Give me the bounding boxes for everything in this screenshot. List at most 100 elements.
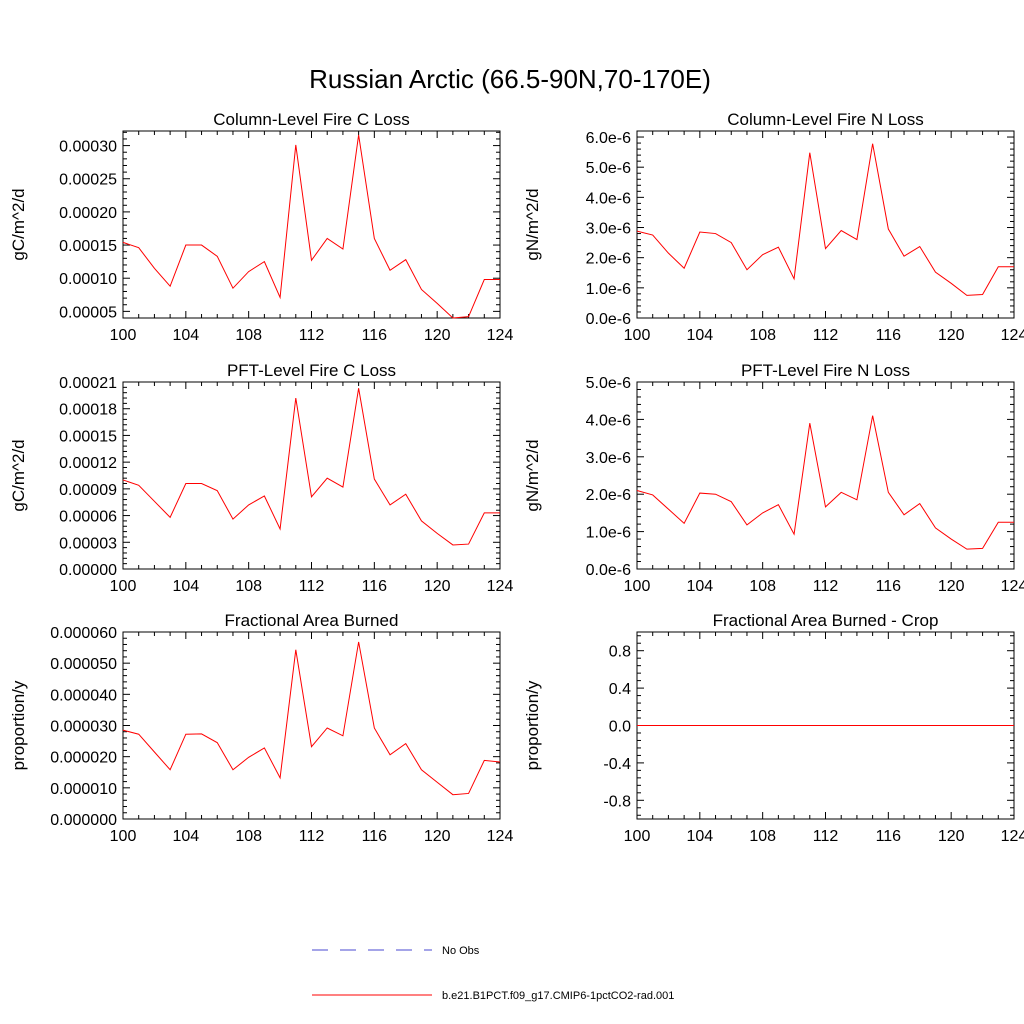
x-tick-label: 104 [172,828,199,845]
y-tick-label: 0.00010 [59,271,117,288]
y-tick-label: 0.000060 [50,625,117,642]
x-tick-label: 124 [1001,578,1024,595]
x-tick-label: 100 [624,327,651,344]
y-axis-label: gN/m^2/d [523,439,542,511]
chart-panel-6: Fractional Area Burned - Crop proportion/… [523,611,1024,845]
x-tick-label: 120 [424,327,451,344]
y-tick-label: 6.0e-6 [586,130,631,147]
panel-title: PFT-Level Fire C Loss [227,361,396,380]
legend: No Obs b.e21.B1PCT.f09_g17.CMIP6-1pctCO2… [312,945,674,1002]
panel-title: Fractional Area Burned [225,611,399,630]
panel-title: Column-Level Fire N Loss [727,110,924,129]
y-tick-label: 0.0 [609,719,631,736]
plot-frame [122,381,501,570]
y-tick-label: 1.0e-6 [586,525,631,542]
y-tick-label: 0.000040 [50,687,117,704]
chart-panel-1: Column-Level Fire C Loss gC/m^2/d 100 104 10… [9,110,513,344]
y-tick-label: -0.8 [603,793,631,810]
panels: Column-Level Fire C Loss gC/m^2/d 100 104 10… [9,110,1024,845]
panel-title: Column-Level Fire C Loss [213,110,410,129]
x-tick-label: 124 [487,828,514,845]
y-tick-label: 0.0e-6 [586,562,631,579]
x-tick-label: 120 [424,828,451,845]
x-tick-label: 116 [362,327,388,344]
series-line [122,134,500,319]
y-tick-label: 0.00020 [59,205,117,222]
x-tick-label: 124 [1001,327,1024,344]
x-tick-label: 112 [299,578,325,595]
x-tick-label: 108 [749,828,776,845]
y-tick-label: 3.0e-6 [586,450,631,467]
x-tick-label: 116 [362,828,388,845]
x-tick-label: 112 [813,828,839,845]
y-tick-label: 0.000010 [50,781,117,798]
x-tick-label: 112 [299,327,325,344]
x-tick-label: 104 [686,578,713,595]
x-tick-label: 108 [749,578,776,595]
series-line [122,388,500,546]
x-tick-label: 120 [424,578,451,595]
y-tick-label: 0.000050 [50,656,117,673]
y-tick-label: 1.0e-6 [586,281,631,298]
y-tick-label: 5.0e-6 [586,375,631,392]
x-tick-label: 100 [624,828,651,845]
y-tick-label: 5.0e-6 [586,160,631,177]
y-tick-label: 2.0e-6 [586,487,631,504]
y-tick-label: 0.00006 [59,509,117,526]
x-tick-label: 108 [235,327,262,344]
y-tick-label: 0.00009 [59,482,117,499]
panel-title: Fractional Area Burned - Crop [713,611,939,630]
x-tick-label: 112 [299,828,325,845]
series-line [636,415,1014,550]
plot-frame [636,381,1015,570]
chart-panel-3: PFT-Level Fire C Loss gC/m^2/d 100 104 108 11… [9,361,513,595]
x-tick-label: 104 [686,828,713,845]
x-tick-label: 116 [362,578,388,595]
y-tick-label: 0.00025 [59,172,117,189]
x-tick-label: 116 [876,327,902,344]
x-tick-label: 124 [487,578,514,595]
y-axis-label: proportion/y [9,680,28,770]
y-tick-label: 0.0e-6 [586,311,631,328]
y-tick-label: 0.4 [609,681,631,698]
y-tick-label: 0.8 [609,644,631,661]
y-axis-label: gC/m^2/d [9,188,28,260]
x-tick-label: 124 [1001,828,1024,845]
x-tick-label: 100 [110,828,137,845]
chart-panel-5: Fractional Area Burned proportion/y 100 104… [9,611,513,845]
plot-frame [122,130,501,319]
x-tick-label: 120 [938,327,965,344]
panel-title: PFT-Level Fire N Loss [741,361,910,380]
x-tick-label: 108 [749,327,776,344]
figure-title: Russian Arctic (66.5-90N,70-170E) [309,64,711,94]
x-tick-label: 120 [938,828,965,845]
plot-frame [122,631,501,820]
chart-panel-4: PFT-Level Fire N Loss gN/m^2/d 100 104 108 11… [523,361,1024,595]
legend-no-obs-label: No Obs [442,945,480,957]
x-tick-label: 120 [938,578,965,595]
y-tick-label: 0.000020 [50,750,117,767]
y-axis-label: proportion/y [523,680,542,770]
series-line [122,641,501,796]
x-tick-label: 108 [235,578,262,595]
y-tick-label: 0.00015 [59,428,117,445]
legend-model-label: b.e21.B1PCT.f09_g17.CMIP6-1pctCO2-rad.00… [442,990,674,1002]
chart-panel-2: Column-Level Fire N Loss gN/m^2/d 100 104 10… [523,110,1024,344]
y-tick-label: 2.0e-6 [586,251,631,268]
y-axis-label: gC/m^2/d [9,439,28,511]
y-tick-label: 3.0e-6 [586,221,631,238]
x-tick-label: 112 [813,327,839,344]
x-tick-label: 100 [110,327,137,344]
y-tick-label: 0.00018 [59,402,117,419]
y-tick-label: 0.00005 [59,304,117,321]
series-line [636,143,1014,296]
x-tick-label: 124 [487,327,514,344]
y-axis-label: gN/m^2/d [523,188,542,260]
x-tick-label: 100 [110,578,137,595]
y-tick-label: 0.00021 [59,375,117,392]
y-tick-label: 0.00003 [59,535,117,552]
x-tick-label: 116 [876,828,902,845]
x-tick-label: 104 [172,578,199,595]
x-tick-label: 104 [686,327,713,344]
